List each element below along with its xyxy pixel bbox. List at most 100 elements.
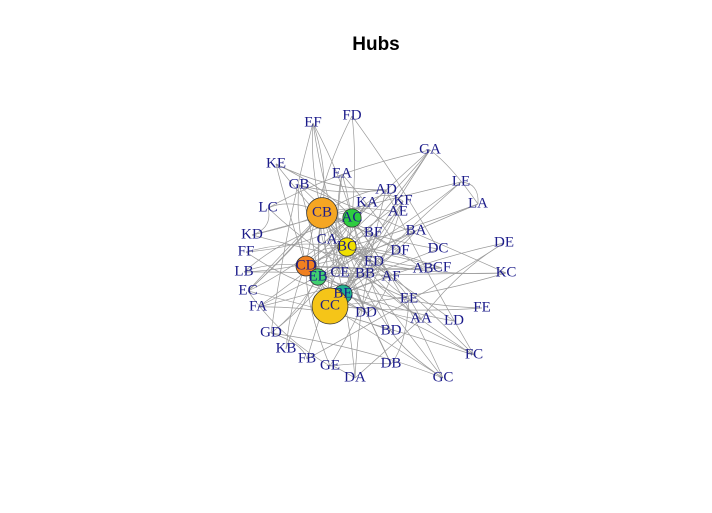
node-label: FC (465, 346, 483, 362)
node-label: BF (364, 224, 382, 240)
edge (365, 276, 392, 314)
node-label: CB (312, 204, 332, 220)
node-label: FF (238, 243, 255, 259)
edge (306, 242, 505, 360)
node-label: KB (276, 340, 297, 356)
edge (270, 332, 444, 379)
edge (317, 272, 507, 278)
edge (298, 184, 387, 193)
edge (342, 293, 475, 356)
node-label: DA (344, 369, 366, 385)
edge (251, 207, 270, 236)
node-label: EC (238, 282, 257, 298)
edge (351, 115, 355, 219)
node-label: EB (308, 268, 327, 284)
edge (346, 246, 422, 320)
node-label: ED (364, 253, 384, 269)
node-label: GC (433, 369, 454, 385)
edge (420, 242, 505, 320)
edge (346, 246, 455, 322)
node-label: GE (320, 357, 340, 373)
node-label: DB (381, 355, 402, 371)
edge (267, 149, 431, 209)
node-label: FA (249, 298, 267, 314)
node-label: CC (320, 297, 340, 313)
edge (257, 203, 479, 308)
edge (373, 261, 422, 320)
node-label: LA (468, 195, 488, 211)
edge (354, 318, 422, 379)
edge (351, 115, 439, 250)
node-label: BC (337, 238, 357, 254)
node-label: BE (333, 285, 352, 301)
node-label: AD (375, 181, 397, 197)
edge (460, 181, 479, 205)
edge (247, 290, 331, 367)
node-label: DD (355, 304, 377, 320)
node-label: AA (410, 310, 432, 326)
node-label: BB (355, 265, 375, 281)
edge (317, 181, 462, 278)
hub-node (337, 237, 357, 257)
edge (354, 189, 387, 379)
hub-node (306, 197, 338, 229)
edge (364, 273, 475, 356)
node-label: KE (266, 155, 286, 171)
node-label: CF (433, 259, 451, 275)
node-label: BA (406, 222, 427, 238)
node-label: FD (342, 107, 361, 123)
node-label: DC (428, 240, 449, 256)
edge (329, 200, 404, 367)
edge (270, 122, 314, 334)
node-label: FB (298, 350, 316, 366)
edge (321, 212, 392, 365)
hub-node (295, 255, 317, 277)
node-label: DE (494, 234, 514, 250)
node-label: CA (317, 231, 338, 247)
edge (321, 212, 444, 379)
edge (275, 163, 307, 267)
node-label: GB (289, 176, 310, 192)
edge (251, 234, 375, 263)
edge (243, 271, 366, 275)
node-label: CD (296, 257, 317, 273)
node-label: AF (381, 268, 400, 284)
hub-node (342, 208, 362, 228)
node-label: KC (496, 264, 517, 280)
node-label: EA (332, 165, 352, 181)
edge (351, 217, 444, 379)
edge (326, 232, 374, 241)
edge (429, 149, 479, 205)
edge (351, 217, 392, 332)
edge (317, 276, 483, 309)
node-label: GD (260, 324, 282, 340)
node-label: AE (388, 203, 408, 219)
edge (270, 246, 348, 334)
node-label: CE (330, 264, 349, 280)
node-label: EE (400, 290, 418, 306)
node-label: BD (381, 322, 402, 338)
node-label: GA (419, 141, 441, 157)
node-label: EF (304, 114, 322, 130)
node-label: LB (234, 263, 253, 279)
edge (329, 365, 356, 379)
node-label: KD (241, 226, 263, 242)
node-label: AC (342, 209, 363, 225)
edge (329, 362, 392, 367)
edge (305, 115, 353, 267)
node-label: KF (393, 192, 412, 208)
edge (267, 207, 410, 300)
edge (298, 184, 507, 274)
edge (385, 189, 475, 356)
plot-title: Hubs (352, 34, 400, 55)
edge (247, 290, 475, 356)
edge (257, 248, 439, 308)
node-label: LE (452, 173, 470, 189)
node-label: LD (444, 312, 464, 328)
node-label: DF (390, 242, 409, 258)
node-label: FE (473, 299, 491, 315)
node-label: KA (356, 194, 378, 210)
edge (317, 149, 431, 278)
